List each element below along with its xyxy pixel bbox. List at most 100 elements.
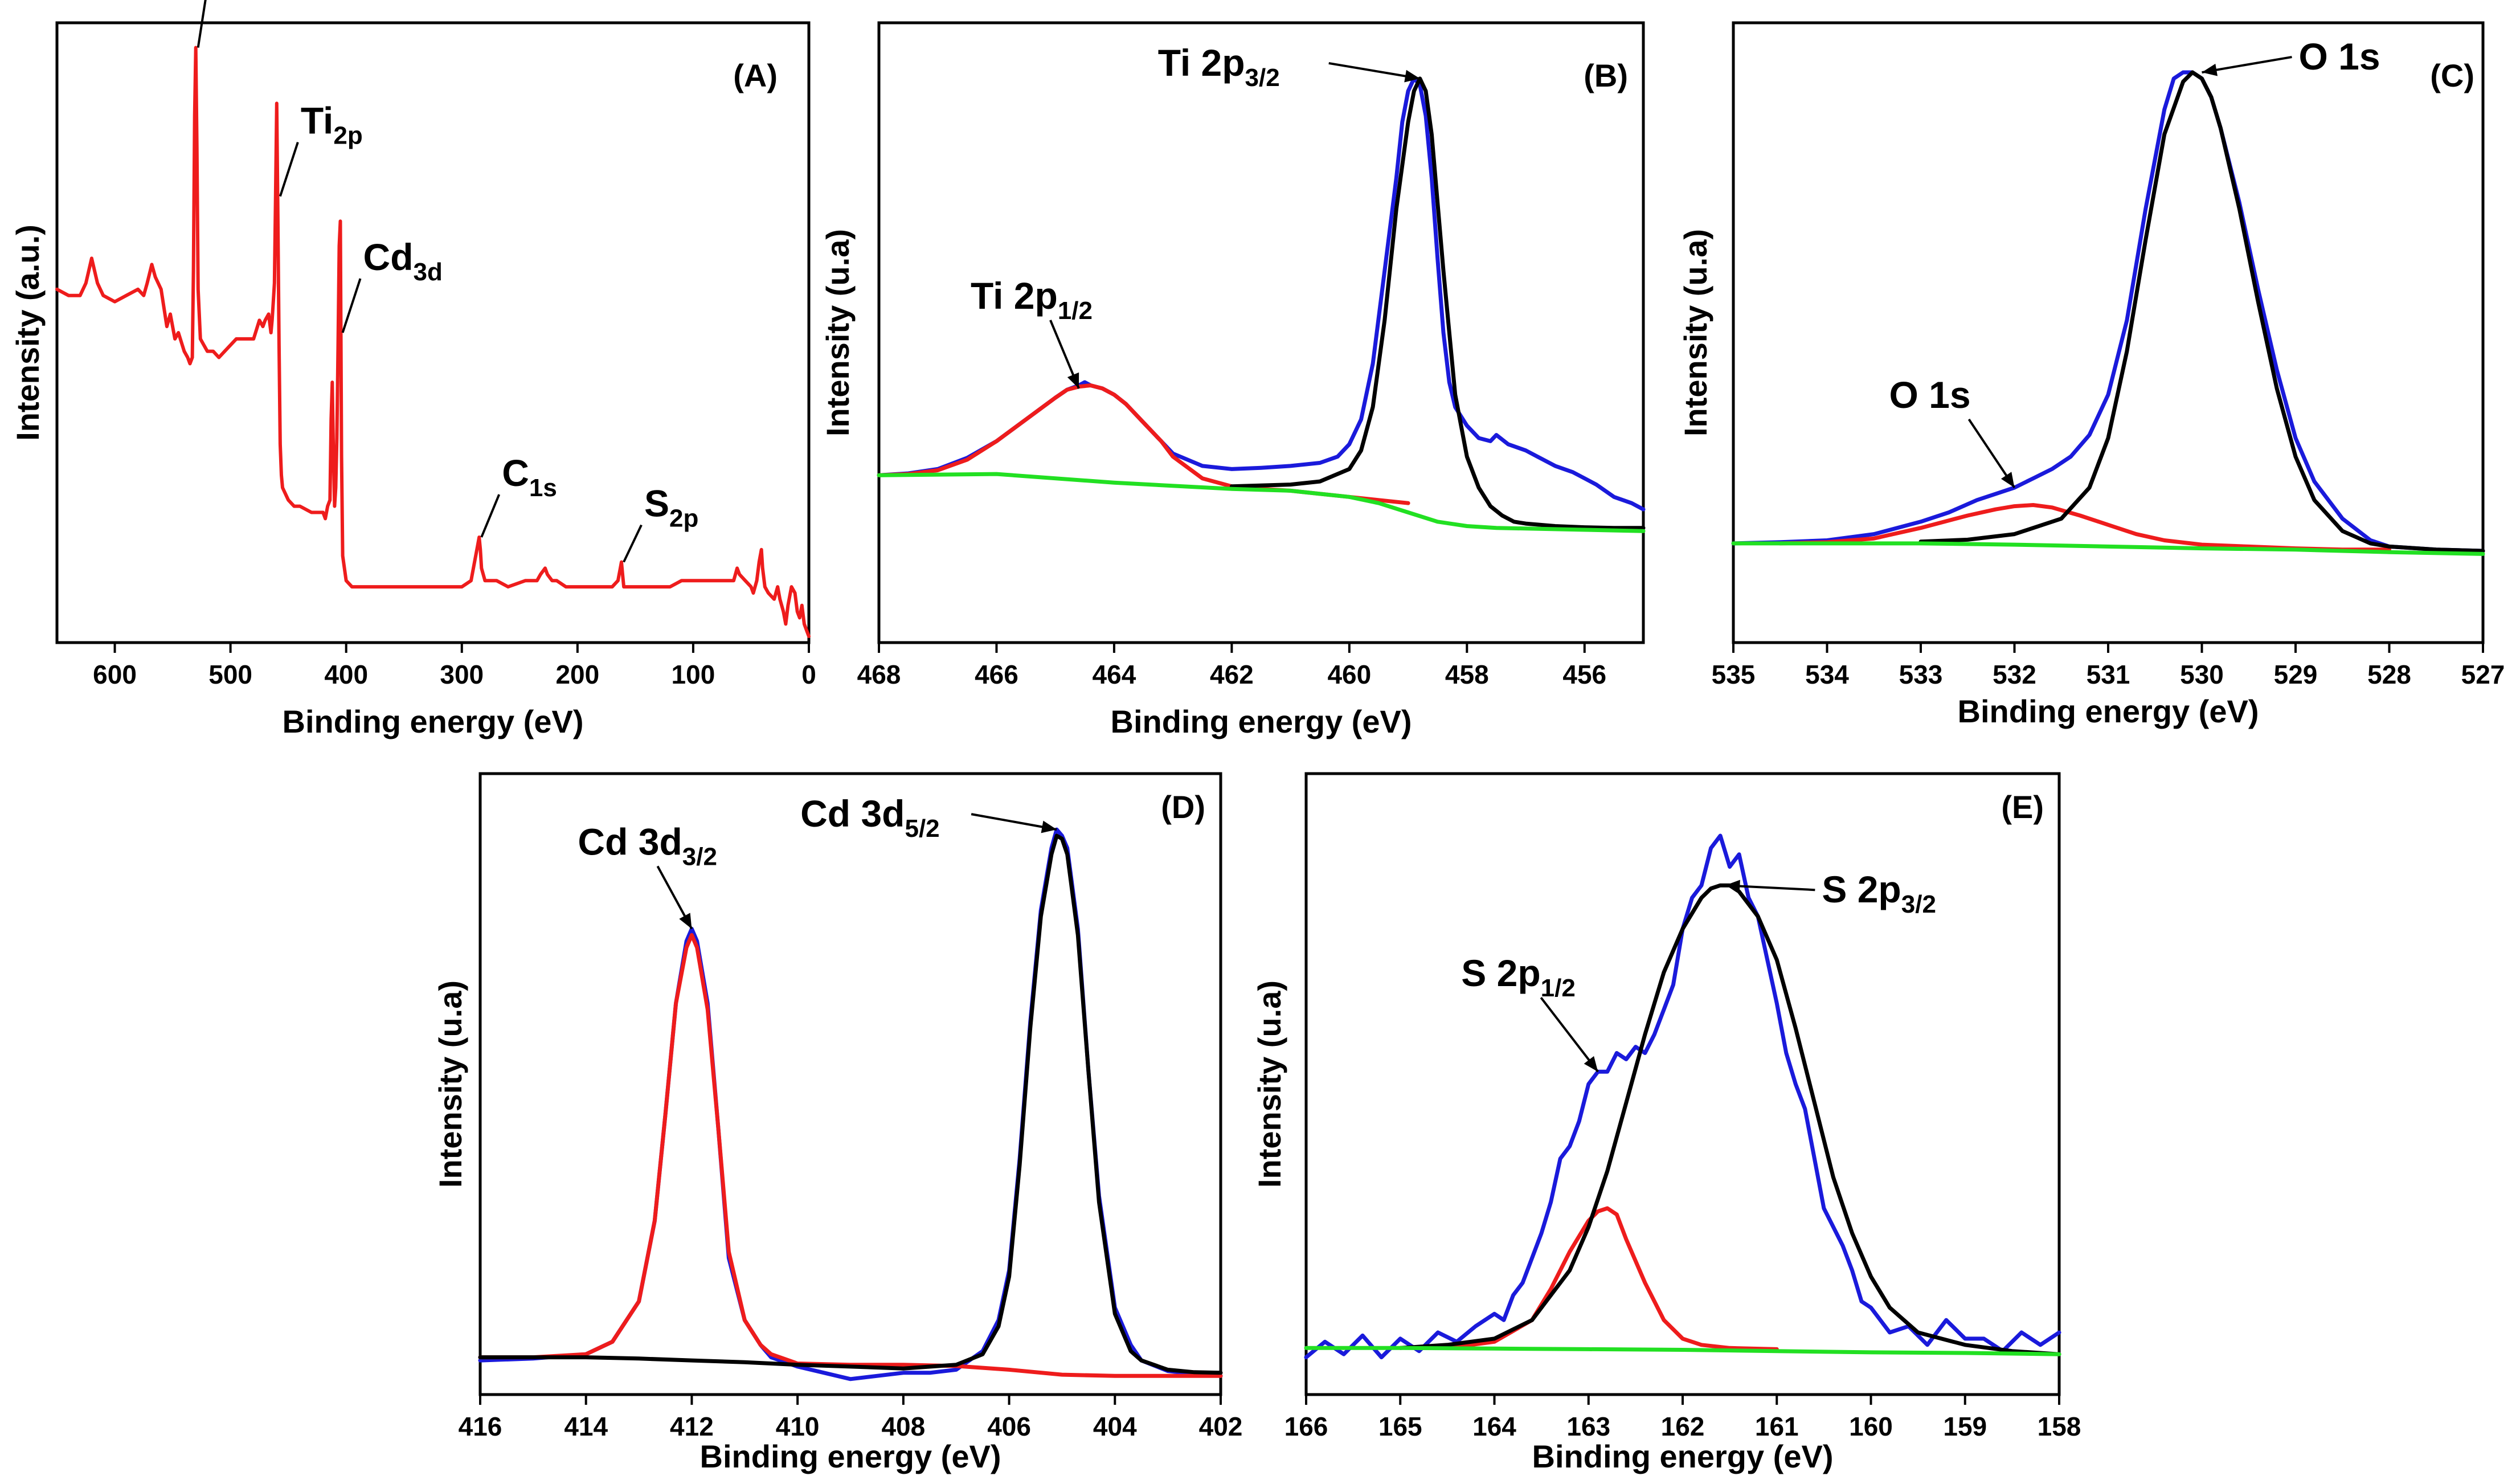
panel-b-ti2p: (B) Binding energy (eV) Intensity (u.a) … — [820, 21, 1646, 739]
annotation-subscript: 2p — [333, 122, 362, 150]
panel-label: (D) — [1161, 789, 1205, 825]
x-tick-label: 402 — [1199, 1412, 1243, 1441]
peak-annotation: Cd 3d5/2 — [800, 792, 940, 843]
annotation-leader — [623, 524, 643, 563]
panel-a-survey: (A) Binding energy (eV) Intensity (a.u.)… — [10, 0, 816, 739]
panel-label: (B) — [1584, 58, 1628, 93]
panel-label: (E) — [2001, 789, 2044, 825]
annotation-subscript: 1s — [529, 474, 557, 502]
x-tick-label: 462 — [1210, 660, 1254, 689]
x-tick-label: 164 — [1472, 1412, 1516, 1441]
annotation-arrowhead — [1725, 880, 1740, 893]
x-tick-label: 408 — [881, 1412, 925, 1441]
plot-frame — [55, 21, 811, 644]
x-tick-label: 412 — [670, 1412, 714, 1441]
series-s-2p3-2-fit — [1398, 883, 2061, 1356]
plot-frame — [1304, 772, 2061, 1396]
annotation-subscript: 1/2 — [1058, 297, 1093, 325]
x-tick-label: 158 — [2038, 1412, 2081, 1441]
y-axis-title: Intensity (u.a) — [432, 980, 468, 1188]
panel-d-cd3d: (D) Binding energy (eV) Intensity (u.a) … — [432, 772, 1243, 1474]
x-tick-label: 159 — [1943, 1412, 1987, 1441]
y-axis-title: Intensity (u.a) — [1678, 229, 1713, 436]
series-cd-3d5-2-fit — [478, 833, 1223, 1375]
x-tick-label: 165 — [1378, 1412, 1422, 1441]
x-tick-label: 300 — [440, 660, 484, 689]
x-tick-label: 404 — [1093, 1412, 1137, 1441]
annotation-arrowhead — [1067, 372, 1079, 389]
series-experimental — [478, 827, 1223, 1381]
x-axis-title: Binding energy (eV) — [283, 704, 584, 739]
x-tick-label: 200 — [555, 660, 599, 689]
panel-c-o1s: (C) Binding energy (eV) Intensity (u.a) … — [1678, 21, 2505, 729]
plot-frame — [877, 21, 1645, 644]
annotation-arrowhead — [679, 913, 692, 929]
x-tick-label: 460 — [1327, 660, 1371, 689]
y-axis-title: Intensity (a.u.) — [10, 224, 46, 441]
series-background — [1304, 1346, 2061, 1356]
series-o-1s-main-fit — [1918, 70, 2485, 553]
x-axis-title: Binding energy (eV) — [700, 1438, 1001, 1474]
x-tick-label: 163 — [1566, 1412, 1610, 1441]
annotation-base: Ti 2p — [1158, 42, 1245, 84]
peak-annotation: S2p — [644, 483, 698, 533]
x-tick-label: 534 — [1805, 660, 1849, 689]
x-tick-label: 0 — [801, 660, 816, 689]
x-tick-label: 527 — [2461, 660, 2505, 689]
annotation-base: S 2p — [1822, 868, 1901, 910]
annotation-leader — [341, 278, 362, 333]
y-axis-title: Intensity (u.a) — [1251, 980, 1287, 1188]
annotation-base: Cd 3d — [578, 821, 682, 863]
series-survey — [55, 46, 811, 639]
x-tick-label: 600 — [93, 660, 137, 689]
annotation-base: O 1s — [1889, 374, 1971, 416]
peak-annotation: Ti 2p1/2 — [971, 275, 1093, 325]
annotation-base: Ti 2p — [971, 275, 1058, 317]
annotation-arrowhead — [1041, 820, 1057, 833]
x-tick-label: 466 — [975, 660, 1018, 689]
annotation-subscript: 5/2 — [905, 815, 939, 843]
x-axis-title: Binding energy (eV) — [1532, 1438, 1834, 1474]
x-tick-label: 528 — [2367, 660, 2411, 689]
x-tick-label: 161 — [1755, 1412, 1799, 1441]
x-tick-label: 468 — [857, 660, 901, 689]
x-tick-label: 530 — [2180, 660, 2224, 689]
annotation-base: C — [502, 452, 529, 494]
peak-annotation: Ti2p — [301, 100, 363, 150]
series-s-2p1-2-fit — [1445, 1206, 1779, 1351]
x-tick-label: 500 — [208, 660, 252, 689]
peak-annotation: O 1s — [1889, 374, 1971, 416]
x-tick-label: 531 — [2087, 660, 2130, 689]
peak-annotation: C1s — [502, 452, 557, 502]
peak-annotation: S 2p1/2 — [1461, 952, 1576, 1002]
annotation-base: S — [644, 483, 669, 525]
x-tick-label: 416 — [459, 1412, 502, 1441]
annotation-base: S 2p — [1461, 952, 1540, 994]
panel-label: (A) — [733, 58, 778, 93]
peak-annotation: Cd 3d3/2 — [578, 821, 717, 871]
annotation-leader — [480, 494, 501, 538]
annotation-arrow — [1328, 62, 1421, 80]
annotation-base: Ti — [301, 100, 333, 142]
series-cd-3d3-2-fit — [478, 933, 1223, 1378]
annotation-base: Cd — [363, 236, 414, 278]
x-tick-label: 458 — [1445, 660, 1489, 689]
annotation-arrow — [1725, 884, 1815, 892]
x-tick-label: 410 — [776, 1412, 820, 1441]
annotation-subscript: 1/2 — [1541, 974, 1576, 1002]
x-tick-label: 533 — [1899, 660, 1943, 689]
series-experimental — [877, 76, 1646, 512]
annotation-arrowhead — [2001, 472, 2015, 488]
x-tick-label: 529 — [2274, 660, 2318, 689]
annotation-arrowhead — [1584, 1056, 1598, 1072]
x-tick-label: 166 — [1284, 1412, 1328, 1441]
x-tick-label: 414 — [564, 1412, 608, 1441]
x-axis-title: Binding energy (eV) — [1111, 704, 1412, 739]
x-tick-label: 100 — [672, 660, 715, 689]
peak-annotation: S 2p3/2 — [1822, 868, 1936, 918]
annotation-base: Cd 3d — [800, 792, 905, 835]
x-tick-label: 532 — [1993, 660, 2036, 689]
x-tick-label: 464 — [1093, 660, 1136, 689]
annotation-base: O 1s — [2299, 35, 2380, 77]
